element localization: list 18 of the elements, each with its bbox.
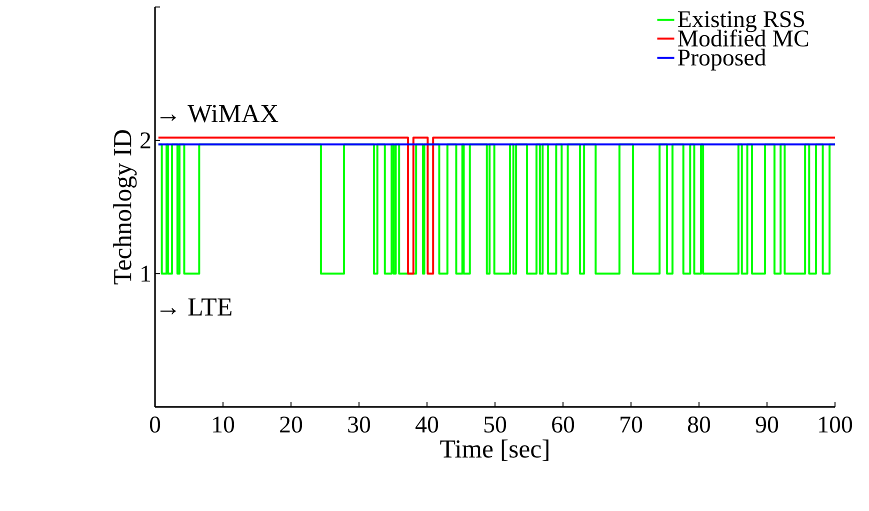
y-tick-label: 2 xyxy=(140,132,150,148)
x-tick-label: 80 xyxy=(688,416,710,433)
x-tick-label: 40 xyxy=(416,416,438,433)
x-tick-label: 100 xyxy=(819,416,852,433)
x-tick-label: 10 xyxy=(213,416,234,433)
legend-label: Proposed xyxy=(678,48,766,70)
x-tick-label: 90 xyxy=(756,416,778,433)
annotation: → WiMAX xyxy=(160,104,278,122)
x-tick-label: 50 xyxy=(484,416,506,433)
annotation: → LTE xyxy=(160,298,232,316)
x-tick-label: 0 xyxy=(150,416,160,433)
x-tick-label: 70 xyxy=(620,416,642,433)
x-tick-label: 60 xyxy=(552,416,574,433)
x-tick-label: 30 xyxy=(348,416,370,433)
x-tick-label: 20 xyxy=(280,416,302,433)
y-tick-label: 1 xyxy=(142,266,150,282)
y-axis-title: Technology ID xyxy=(113,130,137,284)
x-axis-title: Time [sec] xyxy=(440,439,548,461)
